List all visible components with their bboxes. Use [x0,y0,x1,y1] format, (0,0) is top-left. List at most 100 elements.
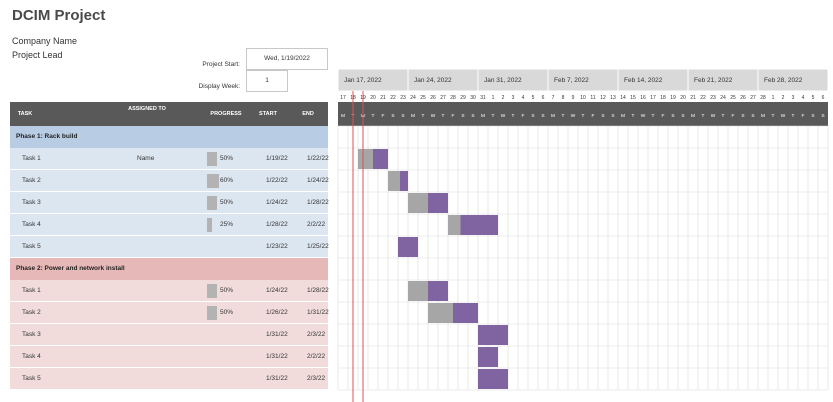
task-row[interactable]: Task 1 50% 1/24/22 1/28/22 [10,280,329,302]
project-lead[interactable]: Project Lead [12,50,63,60]
gantt-bar-done[interactable] [448,215,461,235]
gantt-bar-remaining[interactable] [428,193,448,213]
gantt-bar-remaining[interactable] [398,237,418,257]
task-progress: 50% [220,199,234,206]
task-row[interactable]: Task 2 60% 1/22/22 1/24/22 [10,170,329,192]
day-number: 11 [590,95,595,101]
day-number: 5 [532,95,535,101]
day-letter: T [512,113,515,119]
day-number: 29 [460,95,466,101]
task-row[interactable]: Task 4 1/31/22 2/2/22 [10,346,328,368]
day-number: 23 [400,95,406,101]
task-row[interactable]: Task 3 1/31/22 2/3/22 [10,324,328,346]
gantt-bar-remaining[interactable] [460,215,499,235]
task-start: 1/19/22 [266,155,288,162]
task-row[interactable]: Task 5 1/23/22 1/25/22 [10,236,329,258]
column-end: END [302,111,314,117]
day-number: 10 [580,95,586,101]
task-progress: 25% [220,221,234,228]
day-letter: F [802,113,805,119]
task-row[interactable]: Task 4 25% 1/28/22 2/2/22 [10,214,328,236]
task-end: 1/28/22 [307,287,329,294]
day-number: 5 [812,95,815,101]
gantt-bar-remaining[interactable] [373,149,388,169]
gantt-bar-remaining[interactable] [478,325,508,345]
day-letter: M [691,113,695,119]
day-letter: M [341,113,345,119]
day-number: 22 [390,95,396,101]
column-task: TASK [17,111,33,117]
column-assigned: ASSIGNED TO [128,106,166,112]
week-label: Jan 24, 2022 [414,77,452,84]
task-row[interactable]: Task 1 Name 50% 1/19/22 1/22/22 [10,148,329,170]
task-progress: 50% [220,287,234,294]
day-letter: S [401,113,404,119]
task-end: 2/3/22 [307,375,326,382]
gantt-bar-remaining[interactable] [453,303,478,323]
week-label: Jan 17, 2022 [344,77,382,84]
day-letter-bar [338,102,828,126]
day-letter: W [781,113,786,119]
day-number: 17 [340,95,346,101]
week-label: Feb 7, 2022 [554,77,589,84]
task-name: Task 1 [22,155,41,162]
day-number: 6 [822,95,825,101]
day-letter: S [681,113,684,119]
gantt-bar-remaining[interactable] [478,347,498,367]
day-letter: T [442,113,445,119]
task-start: 1/28/22 [266,221,288,228]
day-number: 26 [430,95,436,101]
day-letter: S [541,113,544,119]
gantt-bar-done[interactable] [428,303,453,323]
display-week-input[interactable]: 1 [246,70,288,92]
day-letter: S [601,113,604,119]
progress-bar [207,306,217,320]
gantt-bar-done[interactable] [388,171,400,191]
day-number: 17 [650,95,656,101]
day-letter: M [551,113,555,119]
task-start: 1/26/22 [266,309,288,316]
day-number: 31 [480,95,486,101]
day-number: 21 [380,95,386,101]
gantt-bar-remaining[interactable] [478,369,508,389]
phase-header[interactable]: Phase 1: Rack build [10,126,328,148]
week-label: Jan 31, 2022 [484,77,522,84]
day-number: 2 [502,95,505,101]
day-number: 21 [690,95,696,101]
gantt-bar-remaining[interactable] [428,281,448,301]
project-start-input[interactable]: Wed, 1/19/2022 [246,48,328,70]
day-letter: F [732,113,735,119]
week-header [757,68,829,92]
task-name: Task 3 [22,199,41,206]
day-number: 20 [370,95,376,101]
day-letter: S [391,113,394,119]
day-letter: T [702,113,705,119]
day-letter: S [461,113,464,119]
gantt-bar-done[interactable] [408,193,428,213]
gantt-bar-done[interactable] [358,149,373,169]
task-name: Task 4 [22,221,41,228]
task-row[interactable]: Task 2 50% 1/26/22 1/31/22 [10,302,329,324]
task-assigned: Name [137,155,155,162]
task-end: 1/24/22 [307,177,329,184]
task-row[interactable]: Task 5 1/31/22 2/3/22 [10,368,328,390]
day-letter: T [582,113,585,119]
progress-bar [207,218,212,232]
day-letter: T [722,113,725,119]
task-name: Task 4 [22,353,41,360]
day-number: 24 [410,95,416,101]
task-name: Task 3 [22,331,41,338]
day-letter: M [481,113,485,119]
day-letter: T [652,113,655,119]
day-number: 3 [792,95,795,101]
gantt-bar-done[interactable] [408,281,428,301]
day-letter: S [471,113,474,119]
task-start: 1/22/22 [266,177,288,184]
gantt-bar-remaining[interactable] [400,171,408,191]
day-letter: T [772,113,775,119]
phase-header[interactable]: Phase 2: Power and network install [10,258,328,280]
display-week-label: Display Week: [198,83,240,90]
task-row[interactable]: Task 3 50% 1/24/22 1/28/22 [10,192,329,214]
day-number: 3 [512,95,515,101]
company-name[interactable]: Company Name [12,36,78,46]
